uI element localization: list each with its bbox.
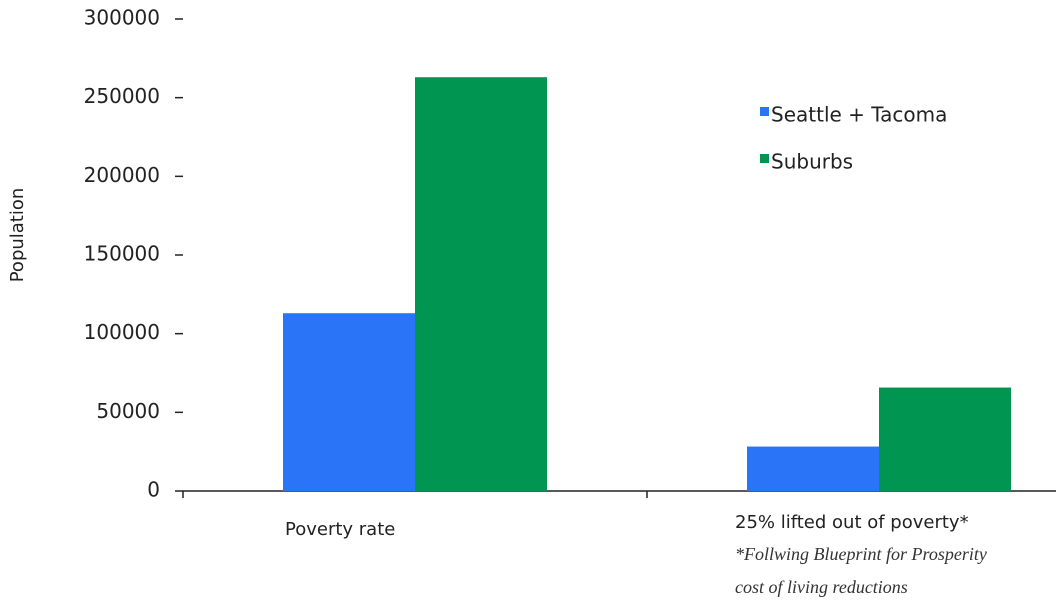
bar xyxy=(415,77,547,492)
bar xyxy=(283,313,415,491)
x-tick-label: 25% lifted out of poverty* xyxy=(735,512,969,533)
bar xyxy=(747,446,879,491)
y-tick-label: 150000 xyxy=(84,242,160,266)
x-tick-label: Poverty rate xyxy=(285,519,395,540)
y-axis-label: Population xyxy=(7,188,28,283)
legend-swatch xyxy=(760,154,769,163)
bar xyxy=(879,387,1011,491)
y-tick-label: 300000 xyxy=(84,6,160,30)
legend-label: Seattle + Tacoma xyxy=(771,103,947,127)
y-tick-label: 200000 xyxy=(84,163,160,187)
annotation: cost of living reductions xyxy=(735,577,908,597)
legend-label: Suburbs xyxy=(771,150,853,174)
y-tick-label: 250000 xyxy=(84,84,160,108)
y-tick-label: 100000 xyxy=(84,320,160,344)
y-tick-label: 50000 xyxy=(96,399,160,423)
y-tick-label: 0 xyxy=(147,478,160,502)
legend-swatch xyxy=(760,107,769,116)
annotation: *Follwing Blueprint for Prosperity xyxy=(735,544,987,564)
